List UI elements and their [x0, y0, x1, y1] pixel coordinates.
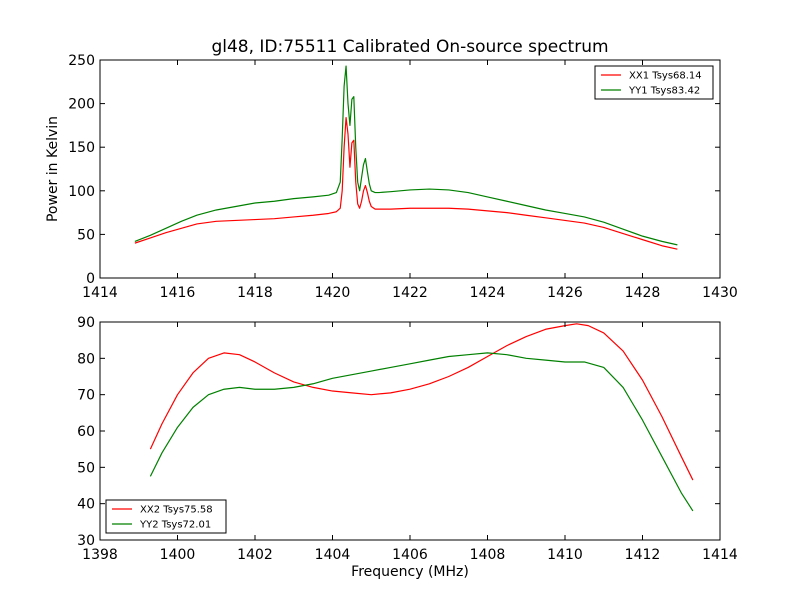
x-tick-label: 1404	[315, 547, 351, 563]
x-tick-label: 1406	[392, 547, 428, 563]
legend-label-2: YY1 Tsys83.42	[628, 86, 700, 97]
series-line-2	[134, 65, 678, 246]
y-tick-label: 40	[77, 497, 95, 513]
x-tick-label: 1408	[470, 547, 506, 563]
legend-box	[594, 65, 714, 100]
y-tick-label: 200	[68, 97, 95, 113]
series-line-1	[149, 323, 694, 481]
x-tick-label: 1412	[625, 547, 661, 563]
y-tick-label: 50	[77, 460, 95, 476]
y-tick-label: 80	[77, 351, 95, 367]
y-tick-label: 0	[86, 271, 95, 287]
figure-title: gl48, ID:75511 Calibrated On-source spec…	[211, 37, 608, 57]
legend-label-2: YY2 Tsys72.01	[139, 520, 211, 531]
y-tick-label: 50	[77, 227, 95, 243]
y-tick-label: 70	[77, 388, 95, 404]
y-axis-label: Power in Kelvin	[45, 116, 61, 222]
x-tick-label: 1414	[82, 285, 118, 301]
x-tick-label: 1416	[160, 285, 196, 301]
y-tick-label: 60	[77, 424, 95, 440]
legend: XX2 Tsys75.58 YY2 Tsys72.01	[105, 499, 227, 534]
x-tick-label: 1422	[392, 285, 428, 301]
x-tick-label: 1418	[237, 285, 273, 301]
y-tick-label: 30	[77, 533, 95, 549]
x-tick-label: 1420	[315, 285, 351, 301]
lower-chart: 1398 1400 1402 1404 1406 1408 1410 1412 1414 30 40…	[77, 315, 738, 580]
legend-box	[105, 499, 227, 534]
x-tick-label: 1428	[625, 285, 661, 301]
series-line-1	[134, 116, 678, 250]
x-tick-label: 1400	[160, 547, 196, 563]
x-axis-label: Frequency (MHz)	[351, 564, 469, 580]
legend-label-1: XX1 Tsys68.14	[629, 71, 702, 82]
y-tick-label: 90	[77, 315, 95, 331]
legend-label-1: XX2 Tsys75.58	[140, 505, 213, 516]
x-tick-label: 1410	[547, 547, 583, 563]
y-tick-label: 250	[68, 53, 95, 69]
y-tick-label: 100	[68, 184, 95, 200]
series-line-2	[149, 352, 694, 512]
legend: XX1 Tsys68.14 YY1 Tsys83.42	[594, 65, 714, 100]
x-tick-label: 1402	[237, 547, 273, 563]
x-tick-label: 1398	[82, 547, 118, 563]
x-tick-label: 1414	[702, 547, 738, 563]
upper-chart: 1414 1416 1418 1420 1422 1424 1426 1428 1430 0 50 1…	[45, 53, 738, 301]
y-tick-label: 150	[68, 140, 95, 156]
x-tick-label: 1430	[702, 285, 738, 301]
x-tick-label: 1426	[547, 285, 583, 301]
x-tick-label: 1424	[470, 285, 506, 301]
